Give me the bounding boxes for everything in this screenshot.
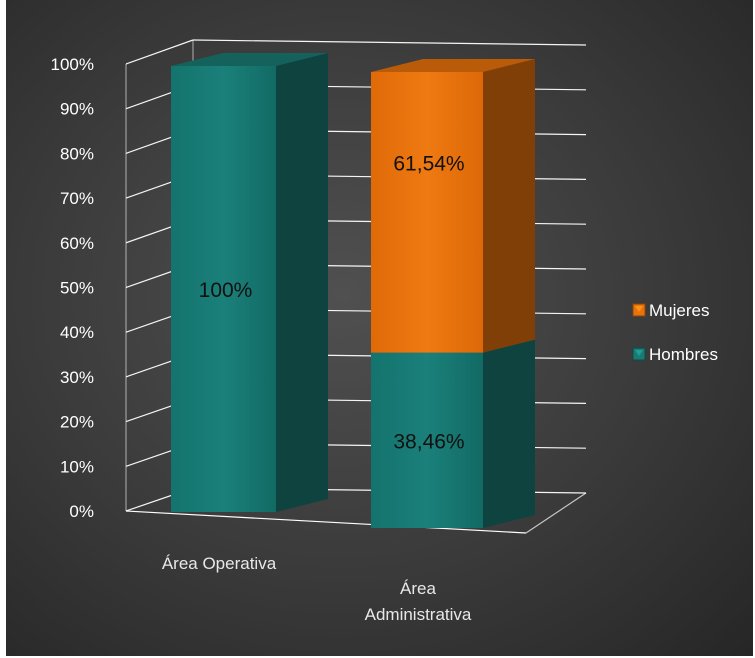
bar-side [276, 53, 328, 512]
bar-segment [371, 352, 483, 528]
legend-label: Mujeres [649, 301, 709, 320]
chart-area: 0% 10% 20% 30% 40% 50% 60% 70% 80% 90% 100% 100% 38… [6, 0, 753, 656]
legend-label: Hombres [649, 345, 718, 364]
legend-item: Hombres [632, 345, 718, 364]
floor-right-edge [525, 492, 587, 534]
y-tick-label: 40% [60, 323, 94, 342]
category-label: Área Operativa [162, 554, 277, 573]
y-tick-label: 80% [60, 144, 94, 163]
gridline-side [125, 39, 194, 65]
bar-side [483, 339, 535, 528]
stacked-bar-chart: 0% 10% 20% 30% 40% 50% 60% 70% 80% 90% 100% 100% 38… [51, 39, 718, 624]
y-tick-label: 20% [60, 413, 94, 432]
bar-top [371, 59, 535, 72]
y-tick-label: 100% [51, 55, 94, 74]
y-tick-label: 10% [60, 457, 94, 476]
y-tick-label: 60% [60, 234, 94, 253]
y-tick-label: 90% [60, 100, 94, 119]
floor-front-edge [125, 510, 527, 534]
data-label: 61,54% [393, 152, 464, 175]
y-tick-label: 70% [60, 189, 94, 208]
bar-segment [371, 72, 483, 353]
y-tick-label: 50% [60, 279, 94, 298]
bar-segment [171, 66, 276, 512]
y-tick-label: 30% [60, 368, 94, 387]
data-label: 100% [199, 279, 253, 302]
category-label: Área Administrativa [365, 579, 472, 624]
legend-swatch-mark [635, 350, 643, 356]
bar-top [171, 53, 328, 66]
y-tick-label: 0% [69, 502, 94, 521]
bar-side [483, 59, 535, 353]
legend-swatch-mark [635, 306, 643, 312]
legend-item: Mujeres [632, 301, 709, 320]
data-label: 38,46% [393, 430, 464, 453]
gridline-back [192, 39, 587, 46]
